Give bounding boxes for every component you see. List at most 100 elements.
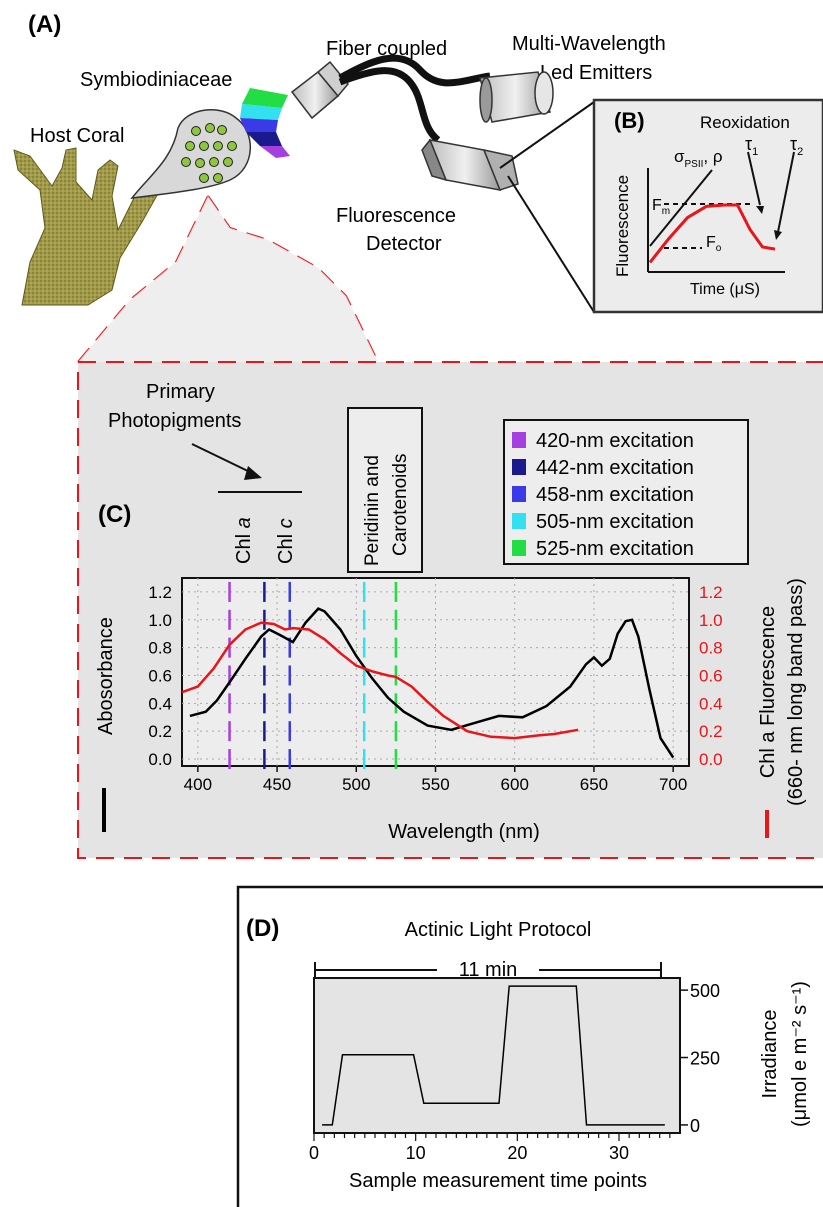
panel-b: (B) Reoxidation τ1 τ2 σPSII, ρ Fm Fo Flu… <box>592 98 823 314</box>
y-tick-label: 250 <box>690 1049 720 1069</box>
legend: 420-nm excitation 442-nm excitation 458-nm… <box>503 419 749 565</box>
panel-d-ylabel-2: (μmol e m⁻² s⁻¹) <box>789 981 811 1127</box>
panel-b-ylabel: Fluorescence <box>613 175 632 277</box>
legend-item-label: 420-nm excitation <box>536 430 694 452</box>
fm-label: Fm <box>652 197 670 217</box>
excitation-markers <box>228 581 398 770</box>
tau2-arrow <box>777 151 795 233</box>
excitation-light-beam-icon <box>240 88 290 158</box>
reoxidation-label: Reoxidation <box>700 113 790 132</box>
y-tick-label-left: 0.0 <box>148 750 172 769</box>
legend-item-label: 458-nm excitation <box>536 484 694 506</box>
y-tick-label: 500 <box>690 981 720 1001</box>
x-tick-label: 20 <box>507 1143 527 1163</box>
primary-label-2: Photopigments <box>108 410 241 432</box>
peridinin-label-2: Carotenoids <box>390 454 411 556</box>
tau1-arrow <box>747 151 761 206</box>
tau1-label: τ1 <box>745 134 758 158</box>
primary-arrow <box>191 443 255 475</box>
legend-item-label: 525-nm excitation <box>536 538 694 560</box>
duration-label: 11 min <box>459 959 518 981</box>
legend-swatch <box>512 432 526 448</box>
connector-line-2 <box>507 175 595 313</box>
panel-d-x-ticks: 0 10 20 30 <box>309 1133 671 1163</box>
y-tick-label-right: 0.8 <box>699 639 723 658</box>
fluorescence-series <box>181 621 579 740</box>
panel-d-ylabel-1: Irradiance <box>759 1010 781 1099</box>
panel-c-label: (C) <box>98 501 131 528</box>
probe-icon <box>290 60 349 120</box>
legend-box <box>503 419 749 565</box>
fiber-cable-icon <box>338 54 491 87</box>
x-tick-label: 550 <box>421 775 449 794</box>
tau1-arrowhead <box>756 206 764 214</box>
x-tick-label: 650 <box>580 775 608 794</box>
coral-icon <box>13 147 161 306</box>
fo-label: Fo <box>706 234 722 254</box>
detector-label-1: Fluorescence <box>336 205 456 227</box>
y-tick-label-right: 0.4 <box>699 694 723 713</box>
panel-d-label: (D) <box>246 915 279 942</box>
panel-c-left-y-ticks: 0.0 0.2 0.4 0.6 0.8 1.0 1.2 <box>148 583 172 769</box>
panel-c-right-y-ticks: 0.0 0.2 0.4 0.6 0.8 1.0 1.2 <box>699 583 723 769</box>
legend-swatch <box>512 486 526 502</box>
x-tick-label: 700 <box>659 775 687 794</box>
panel-d-title: Actinic Light Protocol <box>405 919 592 941</box>
irradiance-series <box>322 985 665 1126</box>
panel-a-label: (A) <box>28 11 61 38</box>
y-tick-label-left: 0.6 <box>148 666 172 685</box>
panel-d-y-ticks: 0 250 500 <box>680 981 720 1136</box>
legend-item-label: 505-nm excitation <box>536 511 694 533</box>
primary-arrowhead <box>244 466 262 480</box>
y-tick-label-right: 0.6 <box>699 666 723 685</box>
panel-b-fluorescence-curve <box>648 203 776 264</box>
legend-swatch <box>512 459 526 475</box>
panel-d-xlabel: Sample measurement time points <box>349 1170 647 1192</box>
polyp-icon <box>130 109 251 199</box>
y-tick-label-right: 1.2 <box>699 583 723 602</box>
panel-c-grid <box>182 578 689 766</box>
left-axis-label: Abosorbance <box>95 617 117 735</box>
panel-d-frame <box>236 885 823 1207</box>
y-tick-label-left: 1.0 <box>148 611 172 630</box>
tau2-label: τ2 <box>790 134 803 158</box>
symbiont-cells-icon <box>181 123 237 183</box>
chl-c-label: Chl c <box>275 518 297 564</box>
y-tick-label-right: 0.2 <box>699 722 723 741</box>
connector-line <box>499 101 595 169</box>
panel-b-label: (B) <box>614 108 645 133</box>
led-emitter-icon <box>479 71 554 123</box>
panel-a: (A) Host Coral Symbiodiniaceae Fiber cou… <box>13 11 666 313</box>
y-tick-label-right: 0.0 <box>699 750 723 769</box>
x-tick-label: 450 <box>263 775 291 794</box>
peridinin-box <box>347 407 423 573</box>
y-tick-label-left: 1.2 <box>148 583 172 602</box>
panel-c: (C) Primary Photopigments Chl a Chl c Pe… <box>77 361 823 859</box>
detector-label-2: Detector <box>366 233 442 255</box>
y-tick-label-left: 0.8 <box>148 639 172 658</box>
panel-d: (D) Actinic Light Protocol 11 min 0 10 20 3… <box>236 885 823 1207</box>
absorbance-series <box>189 607 675 759</box>
y-tick-label-left: 0.2 <box>148 722 172 741</box>
x-tick-label: 500 <box>342 775 370 794</box>
panel-b-xlabel: Time (μS) <box>690 281 760 298</box>
tau2-arrowhead <box>774 230 782 240</box>
panel-c-x-ticks: 400 450 500 550 600 650 700 <box>184 766 687 794</box>
fiber-coupled-label: Fiber coupled <box>326 38 447 60</box>
y-tick-label-right: 1.0 <box>699 611 723 630</box>
right-axis-label-2: (660- nm long band pass) <box>785 578 807 806</box>
primary-label-1: Primary <box>146 381 215 403</box>
panel-c-plot-area <box>181 577 690 767</box>
led-emitters-label-2: Led Emitters <box>540 62 652 84</box>
x-tick-label: 400 <box>184 775 212 794</box>
right-axis-label-1: Chl a Fluorescence <box>757 606 779 778</box>
legend-swatch <box>512 540 526 556</box>
x-tick-label: 30 <box>609 1143 629 1163</box>
sigma-slope-line <box>649 169 713 247</box>
zoom-outline <box>77 195 379 363</box>
x-tick-label: 10 <box>406 1143 426 1163</box>
peridinin-label-1: Peridinin and <box>362 455 383 566</box>
y-tick-label-left: 0.4 <box>148 694 172 713</box>
x-tick-label: 0 <box>309 1143 319 1163</box>
